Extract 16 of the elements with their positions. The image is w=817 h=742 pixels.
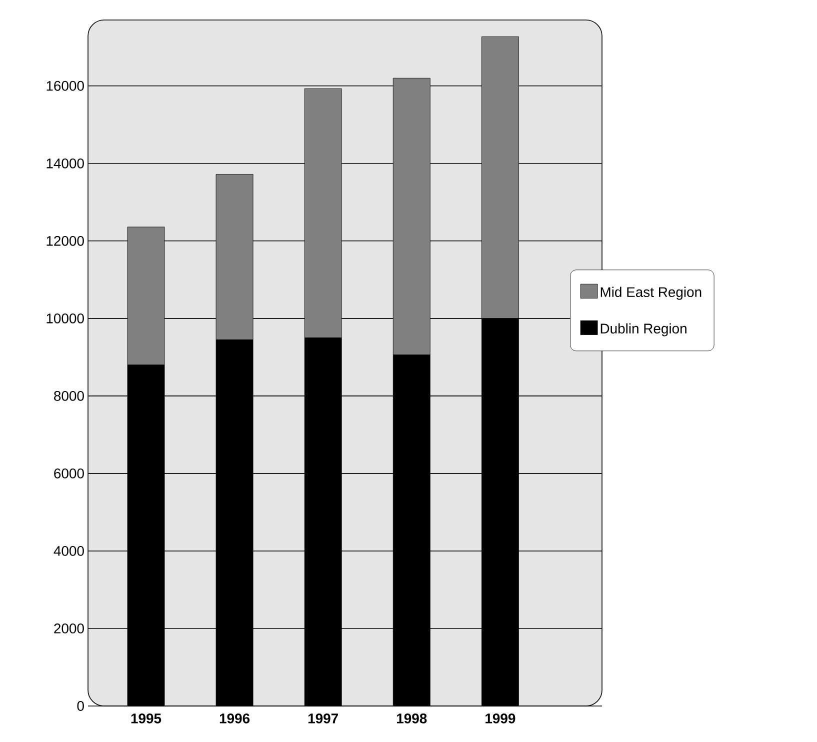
legend-label: Mid East Region xyxy=(600,286,702,300)
x-tick-label: 1998 xyxy=(396,714,427,724)
y-tick-label: 12000 xyxy=(46,236,84,246)
x-tick-label: 1996 xyxy=(220,714,250,724)
x-tick-label: 1995 xyxy=(131,714,162,724)
y-tick-label: 4000 xyxy=(54,546,84,556)
y-tick-label: 2000 xyxy=(54,624,84,634)
y-tick-label: 10000 xyxy=(46,313,84,324)
x-tick-label: 1999 xyxy=(486,714,516,724)
y-tick-label: 8000 xyxy=(54,390,84,401)
legend-label: Dublin Region xyxy=(600,323,686,336)
y-tick-label: 14000 xyxy=(46,158,84,168)
x-tick-label: 1997 xyxy=(308,714,338,724)
y-tick-label: 6000 xyxy=(54,468,84,478)
y-tick-label: 0 xyxy=(77,701,84,711)
y-tick-label: 16000 xyxy=(46,80,84,91)
